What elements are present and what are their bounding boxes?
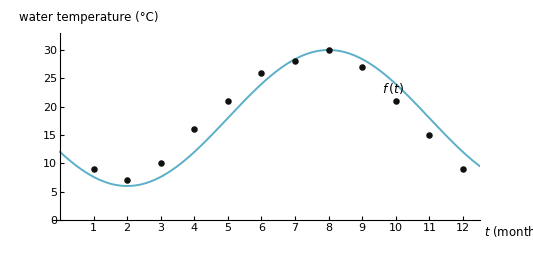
Point [459,167,467,171]
Point [224,99,232,103]
Point [358,65,367,69]
Text: $f\,(t)$: $f\,(t)$ [382,81,405,95]
Point [90,167,98,171]
Point [157,161,165,166]
Point [425,133,434,137]
Point [123,178,132,183]
Text: $t$ (months): $t$ (months) [484,224,533,239]
Point [257,70,266,75]
Point [392,99,400,103]
Text: water temperature (°C): water temperature (°C) [19,11,159,24]
Point [325,48,333,52]
Point [190,127,199,131]
Point [291,59,300,64]
